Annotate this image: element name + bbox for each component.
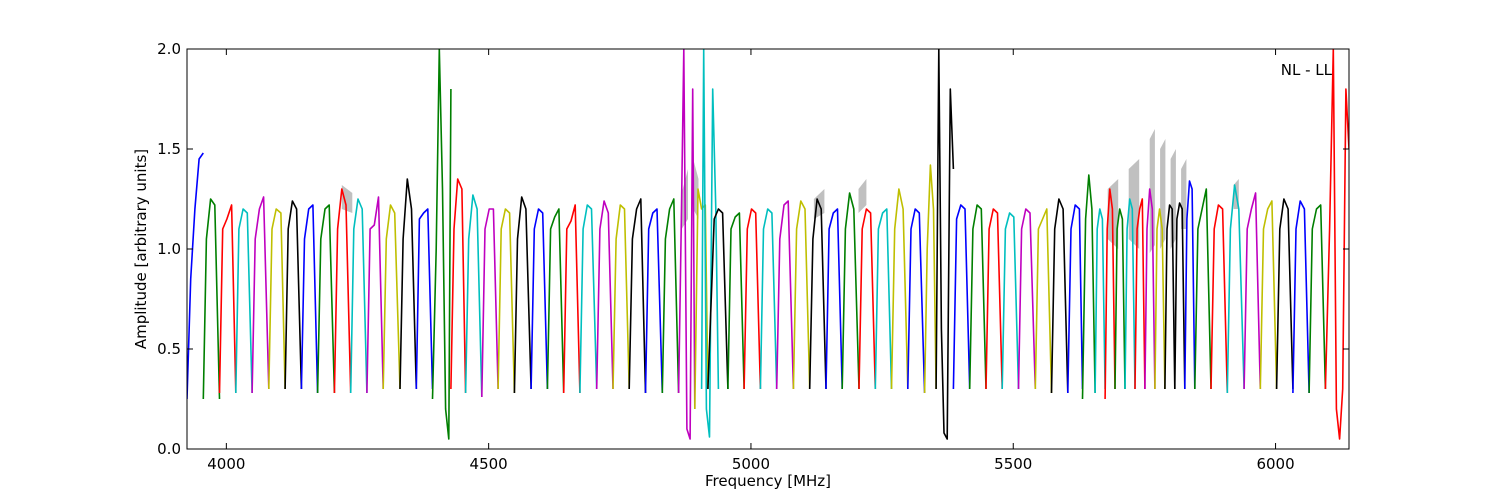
spectrum-segment (268, 208, 286, 390)
spectrum-segment (415, 208, 434, 390)
spectrum-segment (808, 198, 827, 390)
y-tick-label: 0.0 (157, 440, 181, 458)
spectrum-segment (382, 204, 401, 390)
spectrum-segment (1134, 198, 1146, 390)
y-axis-label: Amplitude [arbitrary units] (132, 149, 150, 349)
spectrum-segment (481, 208, 499, 398)
y-tick-label: 1.0 (157, 240, 181, 258)
spectrum-segment (841, 192, 860, 390)
spectrum-segment (1243, 192, 1262, 390)
spectrum-segment (1184, 180, 1196, 390)
spectrum-segment (694, 188, 709, 410)
spectrum-segment (874, 208, 893, 390)
spectrum-segment (218, 204, 237, 394)
spectrum-segment (1174, 202, 1186, 390)
x-tick-label: 6000 (1256, 455, 1294, 473)
spectrum-segment (450, 178, 467, 394)
x-tick-label: 5500 (994, 455, 1032, 473)
spectrum-segment (792, 200, 811, 390)
error-band-region (1128, 159, 1140, 249)
series-layer (187, 49, 1349, 440)
spectrum-segment (235, 208, 253, 394)
spectrum-segment (644, 208, 664, 394)
x-tick-label: 4500 (470, 455, 508, 473)
spectrum-segment (546, 208, 565, 394)
spectrum-segment (1104, 188, 1116, 400)
spectrum-segment (1259, 200, 1278, 390)
spectrum-segment (700, 49, 720, 438)
spectrum-segment (1154, 208, 1166, 390)
y-tick-label: 1.5 (157, 140, 181, 158)
spectrum-segment (251, 196, 270, 394)
spectrum-segment (952, 204, 971, 390)
spectrum-segment (825, 208, 843, 390)
spectrum-segment (1210, 204, 1229, 394)
spectrum-segment (1226, 184, 1245, 394)
spectrum-segment (300, 204, 319, 394)
spectrum-segment (1067, 204, 1084, 394)
spectrum-segment (1292, 200, 1310, 394)
spectrum-segment (1017, 208, 1037, 390)
spectrum-segment (595, 200, 614, 390)
spectrum-segment (1081, 174, 1096, 400)
spectrum-segment (1124, 198, 1136, 390)
error-band-region (1149, 129, 1155, 253)
spectrum-segment (349, 198, 368, 394)
spectrum-segment (464, 194, 483, 398)
spectrum-segment (1275, 198, 1294, 390)
spectrum-segment (530, 208, 549, 390)
spectrum-segment (743, 208, 762, 390)
spectrum-segment (923, 164, 937, 394)
spectrum-segment (187, 152, 204, 400)
error-band-region (858, 179, 867, 213)
spectrum-segment (890, 188, 909, 390)
spectrum-segment (1164, 204, 1176, 390)
spectrum-segment (513, 196, 532, 394)
error-band-region (341, 185, 353, 213)
spectrum-segment (579, 204, 598, 394)
spectrum-segment (677, 49, 696, 440)
spectrum-segment (935, 49, 955, 440)
spectrum-segment (612, 204, 630, 390)
panel-annotation: NL - LL (1281, 61, 1333, 79)
spectrum-segment (333, 188, 352, 394)
spectrum-segment (202, 198, 221, 400)
spectrum-segment (1144, 188, 1156, 390)
spectrum-segment (366, 196, 384, 394)
y-tick-label: 0.5 (157, 340, 181, 358)
spectrum-segment (1050, 198, 1069, 394)
spectrum-segment (1324, 49, 1349, 440)
axis-ticks: 4000 4500 5000 5500 6000 0.0 0.5 1.0 1.5 2.0 (157, 40, 1349, 473)
spectrum-segment (431, 49, 452, 440)
spectrum-segment (284, 200, 303, 390)
x-tick-label: 5000 (732, 455, 770, 473)
spectrum-segment (1308, 204, 1327, 394)
spectrum-segment (858, 208, 877, 390)
spectrum-segment (562, 204, 581, 394)
x-axis-label: Frequency [MHz] (705, 472, 831, 490)
spectrum-segment (1194, 188, 1212, 390)
spectrum-segment (497, 208, 516, 394)
spectrum-segment (907, 208, 926, 394)
spectrum-segment (707, 208, 729, 390)
spectrum-segment (775, 200, 795, 390)
spectrum-segment (759, 208, 778, 390)
spectrum-segment (968, 204, 987, 390)
spectrum-segment (985, 208, 1003, 390)
spectrum-segment (628, 198, 647, 394)
spectrum-segment (661, 198, 680, 394)
x-tick-label: 4000 (207, 455, 245, 473)
spectrum-segment (1034, 208, 1053, 394)
spectrum-segment (727, 212, 745, 390)
spectrum-segment (1114, 208, 1126, 390)
spectrum-segment (399, 178, 418, 390)
y-tick-label: 2.0 (157, 40, 181, 58)
spectrum-segment (1001, 212, 1020, 390)
spectrum-segment (316, 204, 336, 394)
spectrum-segment (1094, 208, 1106, 394)
